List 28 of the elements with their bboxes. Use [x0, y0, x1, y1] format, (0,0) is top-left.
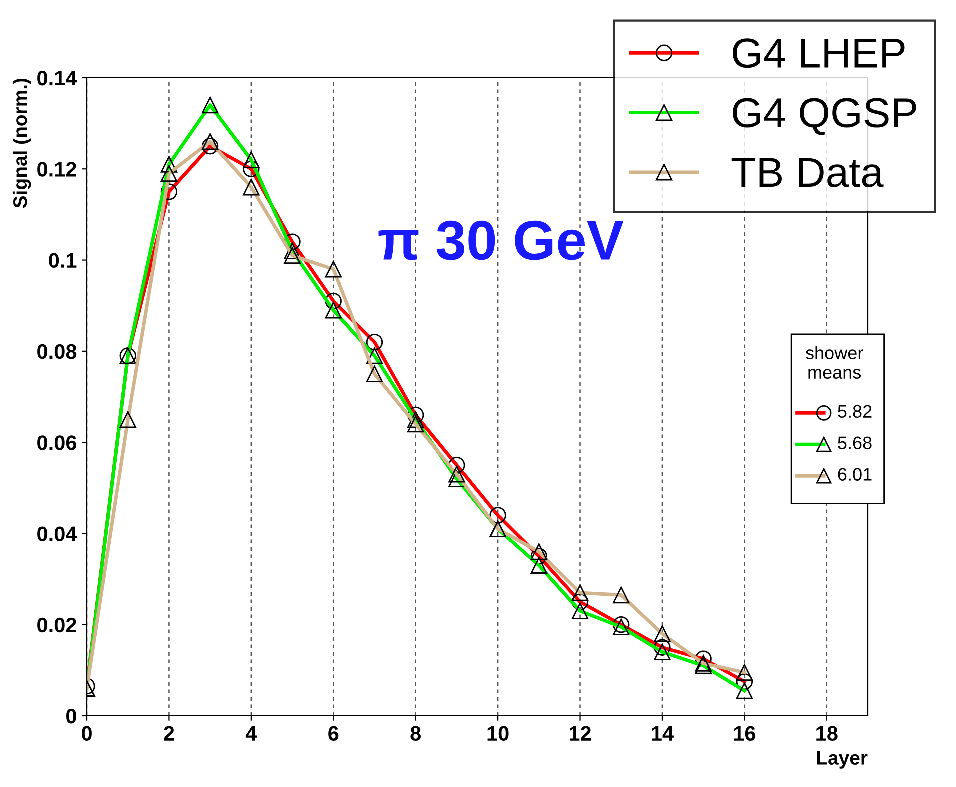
x-tick-label: 6	[328, 726, 339, 742]
y-tick-label: 0.06	[38, 436, 77, 450]
x-tick-label: 12	[570, 726, 592, 741]
legend-label: TB Data	[732, 158, 884, 188]
y-tick-label: 0	[66, 709, 76, 724]
x-tick-label: 18	[816, 726, 838, 742]
annotation: 5.68	[838, 436, 872, 450]
x-axis-title: Layer	[817, 751, 868, 769]
y-axis-title: Signal (norm.)	[12, 78, 32, 208]
x-tick-label: 0	[82, 726, 92, 742]
y-tick-label: 0.1	[49, 253, 77, 268]
x-tick-label: 2	[164, 726, 174, 741]
x-tick-label: 16	[734, 726, 756, 742]
legend-label: G4 QGSP	[733, 98, 916, 136]
y-tick-label: 0.12	[38, 162, 76, 177]
x-tick-label: 14	[652, 726, 674, 741]
annotation: π 30 GeV	[378, 220, 624, 260]
legend-label: G4 LHEP	[733, 38, 905, 68]
y-tick-label: 0.04	[38, 526, 78, 542]
x-tick-label: 10	[488, 726, 509, 742]
x-tick-label: 8	[410, 726, 421, 742]
annotation: 6.01	[838, 468, 872, 481]
x-tick-label: 4	[246, 726, 258, 741]
annotation: 5.82	[838, 405, 872, 418]
y-tick-label: 0.02	[38, 618, 76, 633]
y-tick-label: 0.14	[38, 71, 78, 86]
legend-title: shower means	[806, 346, 864, 379]
y-tick-label: 0.08	[38, 344, 77, 360]
